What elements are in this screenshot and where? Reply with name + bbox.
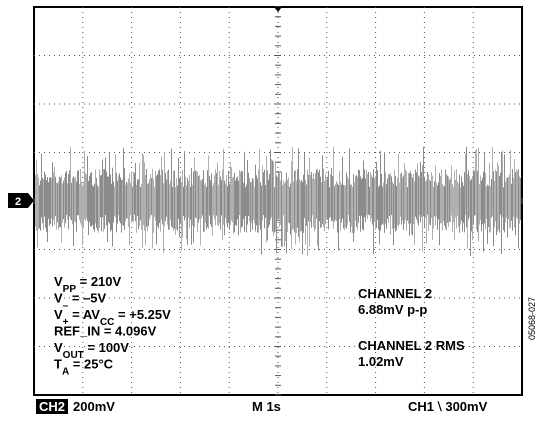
condition-main: V bbox=[54, 307, 63, 322]
condition-value: = 210V bbox=[76, 274, 122, 289]
measurement-1-value: 6.88mV p-p bbox=[358, 302, 427, 317]
condition-main: REF_IN = 4.096V bbox=[54, 324, 157, 339]
trigger-readout: CH1 ⧵ 300mV bbox=[408, 399, 488, 414]
ch2-scale-readout: CH2 200mV bbox=[36, 399, 115, 414]
condition-line-1: VPP = 210V bbox=[54, 274, 122, 295]
condition-line-2: V– = –5V bbox=[54, 291, 107, 312]
channel-marker-arrow bbox=[28, 193, 34, 208]
trigger-position-marker bbox=[274, 7, 282, 12]
condition-line-5: VOUT = 100V bbox=[54, 340, 129, 361]
noise-trace bbox=[35, 146, 521, 256]
measurement-2-label: CHANNEL 2 RMS bbox=[358, 338, 465, 353]
condition-value: = 100V bbox=[84, 340, 130, 355]
condition-line-3: V+ = AVCC = +5.25V bbox=[54, 307, 171, 328]
condition-subscript: CC bbox=[100, 317, 114, 328]
channel-marker: 2 bbox=[8, 193, 34, 208]
condition-main: V bbox=[54, 340, 63, 355]
timebase-readout: M 1s bbox=[252, 399, 281, 414]
condition-value: = 25°C bbox=[69, 357, 113, 372]
measurement-1-label: CHANNEL 2 bbox=[358, 286, 432, 301]
condition-value: = +5.25V bbox=[114, 307, 171, 322]
channel-marker-label: 2 bbox=[15, 196, 21, 208]
condition-main: V bbox=[54, 274, 63, 289]
condition-subscript: PP bbox=[63, 284, 77, 295]
condition-subscript: + bbox=[63, 317, 69, 328]
channel-marker-box bbox=[8, 193, 28, 208]
ch2-scale-value: 200mV bbox=[73, 399, 115, 414]
condition-value: = –5V bbox=[68, 291, 106, 306]
condition-line-4: REF_IN = 4.096V bbox=[54, 324, 157, 339]
figure-id: 05068-027 bbox=[527, 296, 537, 340]
condition-line-6: TA = 25°C bbox=[54, 357, 114, 378]
condition-main: V bbox=[54, 291, 63, 306]
measurement-2-value: 1.02mV bbox=[358, 354, 404, 369]
condition-value: = AV bbox=[69, 307, 101, 322]
condition-subscript: – bbox=[63, 300, 69, 311]
ch2-badge: CH2 bbox=[36, 399, 69, 414]
condition-subscript: OUT bbox=[63, 350, 84, 361]
condition-subscript: A bbox=[62, 366, 69, 377]
condition-main: T bbox=[54, 357, 62, 372]
measurement-readouts: CHANNEL 2 6.88mV p-p CHANNEL 2 RMS 1.02m… bbox=[358, 286, 465, 369]
